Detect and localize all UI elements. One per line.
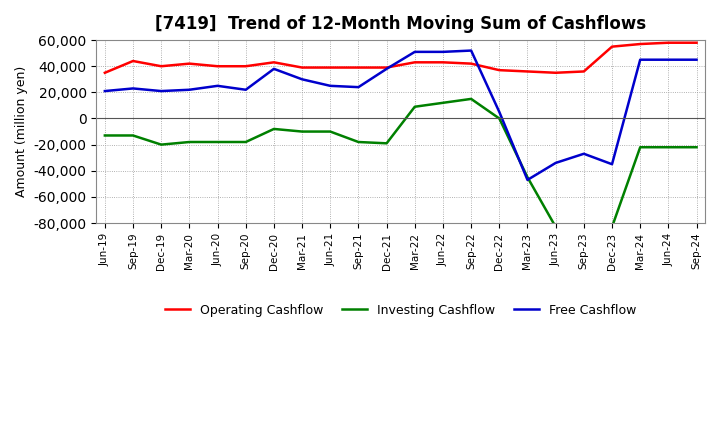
Free Cashflow	[692, 57, 701, 62]
Free Cashflow	[326, 83, 335, 88]
Investing Cashflow	[129, 133, 138, 138]
Investing Cashflow	[495, 116, 503, 121]
Free Cashflow	[608, 161, 616, 167]
Operating Cashflow	[213, 64, 222, 69]
Operating Cashflow	[129, 59, 138, 64]
Free Cashflow	[664, 57, 672, 62]
Free Cashflow	[354, 84, 363, 90]
Investing Cashflow	[157, 142, 166, 147]
Investing Cashflow	[438, 100, 447, 106]
Operating Cashflow	[354, 65, 363, 70]
Free Cashflow	[241, 87, 250, 92]
Investing Cashflow	[269, 126, 278, 132]
Line: Free Cashflow: Free Cashflow	[105, 51, 696, 180]
Operating Cashflow	[608, 44, 616, 49]
Free Cashflow	[129, 86, 138, 91]
Line: Operating Cashflow: Operating Cashflow	[105, 43, 696, 73]
Free Cashflow	[157, 88, 166, 94]
Free Cashflow	[467, 48, 475, 53]
Operating Cashflow	[692, 40, 701, 45]
Operating Cashflow	[523, 69, 532, 74]
Investing Cashflow	[101, 133, 109, 138]
Operating Cashflow	[269, 60, 278, 65]
Investing Cashflow	[185, 139, 194, 145]
Investing Cashflow	[354, 139, 363, 145]
Operating Cashflow	[467, 61, 475, 66]
Operating Cashflow	[580, 69, 588, 74]
Operating Cashflow	[552, 70, 560, 75]
Operating Cashflow	[326, 65, 335, 70]
Free Cashflow	[580, 151, 588, 156]
Operating Cashflow	[298, 65, 307, 70]
Operating Cashflow	[410, 60, 419, 65]
Investing Cashflow	[523, 175, 532, 180]
Operating Cashflow	[495, 67, 503, 73]
Investing Cashflow	[326, 129, 335, 134]
Free Cashflow	[636, 57, 644, 62]
Operating Cashflow	[636, 41, 644, 47]
Investing Cashflow	[382, 141, 391, 146]
Investing Cashflow	[692, 145, 701, 150]
Operating Cashflow	[382, 65, 391, 70]
Free Cashflow	[410, 49, 419, 55]
Operating Cashflow	[101, 70, 109, 75]
Investing Cashflow	[608, 224, 616, 230]
Investing Cashflow	[636, 145, 644, 150]
Line: Investing Cashflow: Investing Cashflow	[105, 99, 696, 228]
Free Cashflow	[185, 87, 194, 92]
Investing Cashflow	[241, 139, 250, 145]
Y-axis label: Amount (million yen): Amount (million yen)	[15, 66, 28, 197]
Free Cashflow	[213, 83, 222, 88]
Investing Cashflow	[213, 139, 222, 145]
Free Cashflow	[523, 177, 532, 183]
Free Cashflow	[298, 77, 307, 82]
Free Cashflow	[495, 109, 503, 114]
Free Cashflow	[269, 66, 278, 71]
Investing Cashflow	[664, 145, 672, 150]
Free Cashflow	[382, 66, 391, 71]
Investing Cashflow	[410, 104, 419, 110]
Free Cashflow	[101, 88, 109, 94]
Free Cashflow	[552, 160, 560, 165]
Legend: Operating Cashflow, Investing Cashflow, Free Cashflow: Operating Cashflow, Investing Cashflow, …	[160, 299, 642, 322]
Free Cashflow	[438, 49, 447, 55]
Operating Cashflow	[241, 64, 250, 69]
Operating Cashflow	[185, 61, 194, 66]
Investing Cashflow	[298, 129, 307, 134]
Operating Cashflow	[664, 40, 672, 45]
Title: [7419]  Trend of 12-Month Moving Sum of Cashflows: [7419] Trend of 12-Month Moving Sum of C…	[155, 15, 647, 33]
Investing Cashflow	[580, 226, 588, 231]
Operating Cashflow	[438, 60, 447, 65]
Operating Cashflow	[157, 64, 166, 69]
Investing Cashflow	[467, 96, 475, 102]
Investing Cashflow	[552, 224, 560, 230]
